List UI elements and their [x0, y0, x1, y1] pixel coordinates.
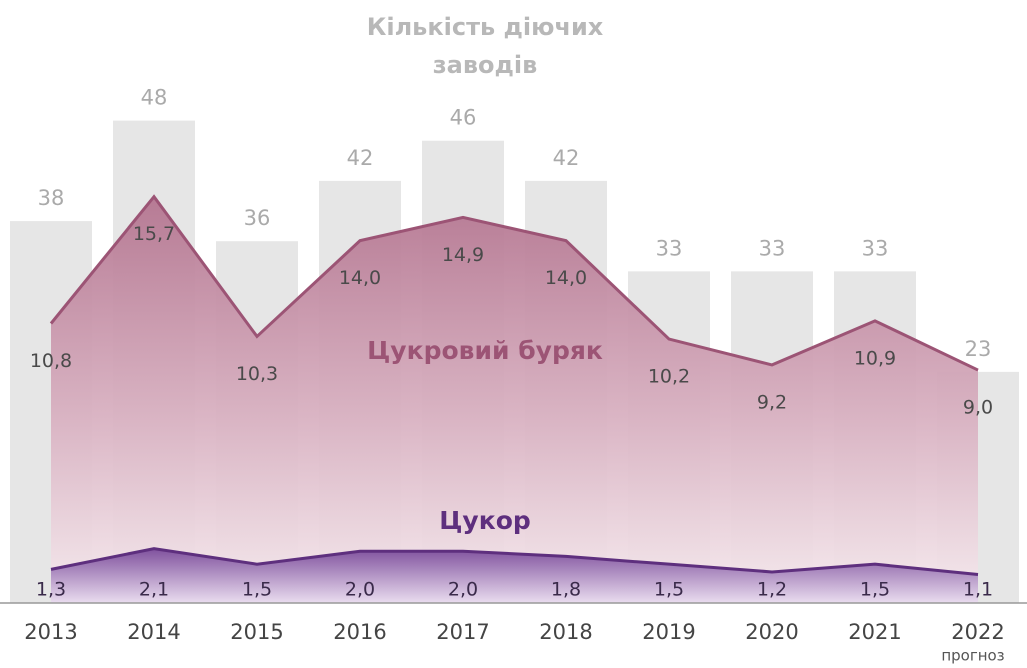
value-label: 2,1 — [139, 579, 169, 601]
bar-label: 42 — [347, 146, 374, 170]
value-label: 9,0 — [963, 397, 993, 419]
value-label: 2,0 — [345, 579, 375, 601]
bar-label: 33 — [759, 236, 786, 260]
annotation: прогноз — [941, 647, 1004, 665]
value-label: 15,7 — [133, 223, 175, 245]
value-label: 14,0 — [339, 267, 381, 289]
bar-label: 42 — [553, 146, 580, 170]
x-tick-label: 2013 — [24, 620, 77, 644]
value-label: 1,2 — [757, 579, 787, 601]
value-label: 10,8 — [30, 350, 72, 372]
x-tick-label: 2015 — [230, 620, 283, 644]
value-label: 10,9 — [854, 347, 896, 369]
value-label: 1,5 — [654, 579, 684, 601]
value-label: 1,3 — [36, 579, 66, 601]
value-label: 14,9 — [442, 244, 484, 266]
value-label: 10,2 — [648, 366, 690, 388]
bar-label: 23 — [965, 337, 992, 361]
series-name: Цукровий буряк — [367, 336, 603, 365]
chart-title: Кількість діючих заводів — [366, 13, 604, 79]
series-name: Цукор — [439, 506, 531, 535]
bar-label: 33 — [656, 236, 683, 260]
value-label: 10,3 — [236, 363, 278, 385]
bar-label: 33 — [862, 236, 889, 260]
x-tick-label: 2018 — [539, 620, 592, 644]
value-label: 9,2 — [757, 391, 787, 413]
x-tick-label: 2016 — [333, 620, 386, 644]
series-line — [50, 547, 979, 577]
x-tick-label: 2014 — [127, 620, 180, 644]
bar-label: 36 — [244, 206, 271, 230]
bar-label: 48 — [141, 86, 168, 110]
value-label: 1,1 — [963, 579, 993, 601]
value-label: 1,5 — [242, 579, 272, 601]
bar-label: 38 — [38, 186, 65, 210]
bar-label: 46 — [450, 106, 477, 130]
x-tick-label: 2022 — [951, 620, 1004, 644]
x-tick-label: 2021 — [848, 620, 901, 644]
value-label: 14,0 — [545, 267, 587, 289]
x-tick-label: 2017 — [436, 620, 489, 644]
x-tick-label: 2020 — [745, 620, 798, 644]
value-label: 2,0 — [448, 579, 478, 601]
x-tick-label: 2019 — [642, 620, 695, 644]
area-fill — [51, 196, 978, 603]
series-line — [49, 194, 979, 372]
value-label: 1,8 — [551, 579, 581, 601]
value-label: 1,5 — [860, 579, 890, 601]
